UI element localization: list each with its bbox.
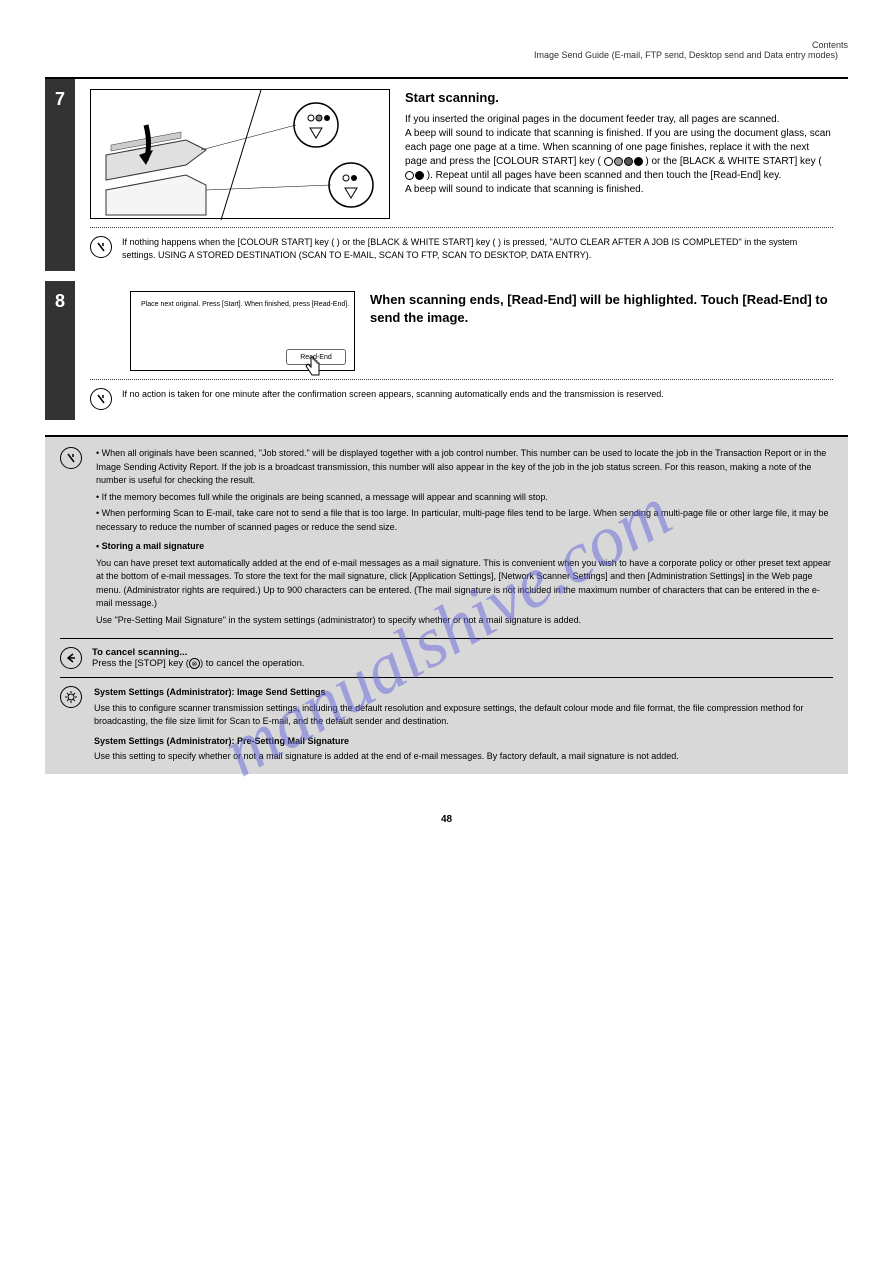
- bw-start-icon: [405, 171, 424, 180]
- cancel-body: Press the [STOP] key (⊗) to cancel the o…: [92, 658, 305, 669]
- mail-sig-body: You can have preset text automatically a…: [96, 557, 833, 611]
- step-7: 7: [45, 79, 848, 271]
- info-content: • When all originals have been scanned, …: [94, 447, 833, 630]
- step7-body3: A beep will sound to indicate that scann…: [405, 183, 833, 197]
- step7-text: Start scanning. If you inserted the orig…: [405, 89, 833, 219]
- step8-title: When scanning ends, [Read-End] will be h…: [370, 291, 833, 327]
- header: Contents Image Send Guide (E-mail, FTP s…: [45, 40, 848, 72]
- step8-text: When scanning ends, [Read-End] will be h…: [370, 291, 833, 371]
- cancel-content: To cancel scanning... Press the [STOP] k…: [92, 647, 305, 669]
- mode-title: Image Send Guide (E-mail, FTP send, Desk…: [45, 50, 848, 60]
- note-icon: [90, 236, 112, 258]
- colour-start-icon: [604, 157, 643, 166]
- step7-body2: A beep will sound to indicate that scann…: [405, 127, 833, 183]
- stop-icon: ⊗: [189, 658, 200, 669]
- step8-touch-text: Place next original. Press [Start]. When…: [141, 300, 349, 309]
- page-number: 48: [45, 814, 848, 825]
- step-8: 8 Place next original. Press [Start]. Wh…: [45, 281, 848, 420]
- step8-note: If no action is taken for one minute aft…: [90, 388, 833, 410]
- mail-sig-body2: Use "Pre-Setting Mail Signature" in the …: [96, 614, 833, 628]
- gear-icon: [60, 686, 82, 708]
- note-icon-2: [90, 388, 112, 410]
- step-number-7: 7: [45, 79, 75, 271]
- system-settings-section: System Settings (Administrator): Image S…: [60, 686, 833, 764]
- sys-body-2: Use this setting to specify whether or n…: [94, 750, 833, 764]
- bullet-2: • If the memory becomes full while the o…: [96, 491, 833, 505]
- step7-diagram: [90, 89, 390, 219]
- sys-title-1: System Settings (Administrator): Image S…: [94, 686, 833, 700]
- gray-divider-2: [60, 677, 833, 678]
- step8-diagram: Place next original. Press [Start]. When…: [130, 291, 355, 371]
- step7-note: If nothing happens when the [COLOUR STAR…: [90, 236, 833, 261]
- step7-note-text: If nothing happens when the [COLOUR STAR…: [122, 236, 833, 261]
- sys-title-2: System Settings (Administrator): Pre-Set…: [94, 735, 833, 749]
- gray-divider-1: [60, 638, 833, 639]
- step7-title: Start scanning.: [405, 89, 833, 107]
- mail-sig-title: • Storing a mail signature: [96, 540, 833, 554]
- page-container: Contents Image Send Guide (E-mail, FTP s…: [0, 0, 893, 865]
- sys-body-1: Use this to configure scanner transmissi…: [94, 702, 833, 729]
- step8-note-text: If no action is taken for one minute aft…: [122, 388, 833, 401]
- info-box: • When all originals have been scanned, …: [45, 435, 848, 774]
- hand-cursor-icon: [301, 355, 325, 379]
- cancel-section: To cancel scanning... Press the [STOP] k…: [60, 647, 833, 669]
- back-icon: [60, 647, 82, 669]
- cancel-title: To cancel scanning...: [92, 647, 305, 658]
- dotted-divider: [90, 227, 833, 228]
- bullet-3: • When performing Scan to E-mail, take c…: [96, 507, 833, 534]
- info-icon: [60, 447, 82, 469]
- dotted-divider-2: [90, 379, 833, 380]
- contents-link[interactable]: Contents: [45, 40, 848, 50]
- bullet-1: • When all originals have been scanned, …: [96, 447, 833, 488]
- step-number-8: 8: [45, 281, 75, 420]
- step7-body1: If you inserted the original pages in th…: [405, 113, 833, 127]
